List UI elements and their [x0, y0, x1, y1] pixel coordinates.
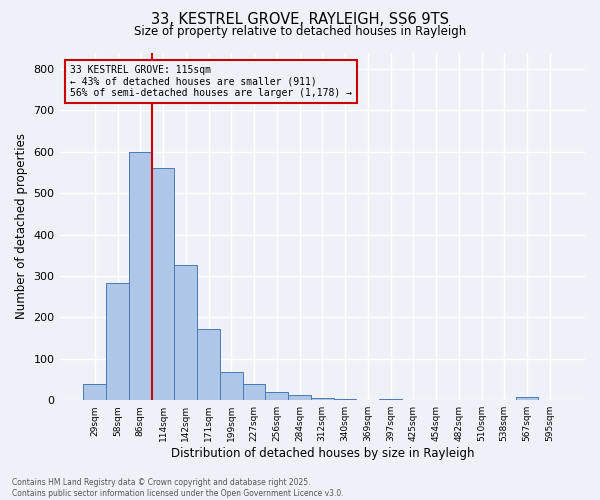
Text: 33 KESTREL GROVE: 115sqm
← 43% of detached houses are smaller (911)
56% of semi-: 33 KESTREL GROVE: 115sqm ← 43% of detach…: [70, 64, 352, 98]
X-axis label: Distribution of detached houses by size in Rayleigh: Distribution of detached houses by size …: [170, 447, 474, 460]
Bar: [334, 399, 356, 400]
Text: Size of property relative to detached houses in Rayleigh: Size of property relative to detached ho…: [134, 25, 466, 38]
Text: 33, KESTREL GROVE, RAYLEIGH, SS6 9TS: 33, KESTREL GROVE, RAYLEIGH, SS6 9TS: [151, 12, 449, 28]
Bar: [220, 372, 242, 400]
Bar: [152, 168, 175, 400]
Bar: [175, 265, 197, 400]
Bar: [83, 384, 106, 400]
Bar: [265, 392, 288, 400]
Bar: [311, 398, 334, 400]
Y-axis label: Number of detached properties: Number of detached properties: [15, 134, 28, 320]
Bar: [106, 284, 129, 400]
Bar: [515, 398, 538, 400]
Bar: [288, 395, 311, 400]
Bar: [129, 152, 152, 400]
Bar: [242, 384, 265, 400]
Text: Contains HM Land Registry data © Crown copyright and database right 2025.
Contai: Contains HM Land Registry data © Crown c…: [12, 478, 344, 498]
Bar: [197, 329, 220, 400]
